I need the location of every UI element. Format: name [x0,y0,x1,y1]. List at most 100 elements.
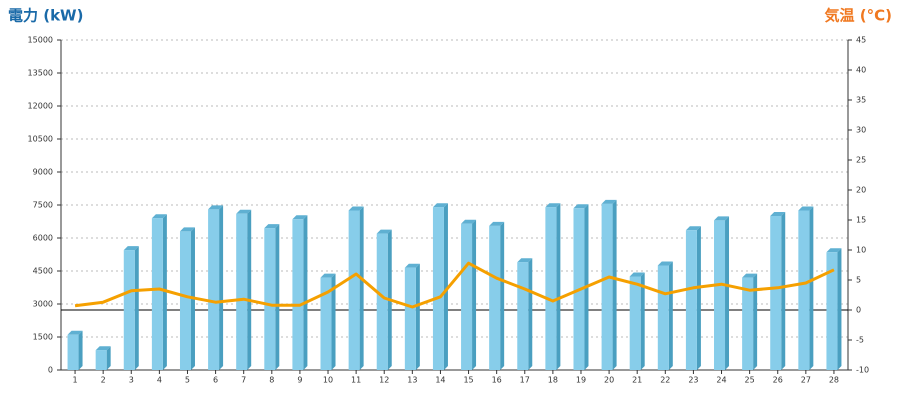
bar [95,346,111,370]
y-tick-label: 13500 [28,69,53,78]
temperature-line [74,261,835,309]
bar-face [685,226,701,231]
bar-face [264,228,276,370]
bar-face [376,233,388,370]
y-tick-label: 7500 [33,201,53,210]
bar-face [668,261,673,370]
bar [320,273,336,370]
bar-face [303,215,308,370]
bar [292,215,308,370]
y-tick-label: 6000 [33,234,53,243]
y2-tick-label: 0 [856,306,861,315]
bar [67,330,83,370]
y2-tick-label: 30 [856,126,866,135]
bar-face [151,218,163,370]
y-tick-label: 12000 [28,102,53,111]
x-tick-label: 2 [101,376,106,385]
bar [123,246,139,370]
bar-face [292,215,308,220]
x-tick-label: 13 [407,376,417,385]
bar-face [657,261,673,266]
bar-face [657,265,669,370]
bar-face [67,330,83,335]
bar-face [331,273,336,370]
bar-face [528,258,533,370]
bar-face [348,206,364,211]
bar-face [208,209,220,370]
x-tick-label: 27 [801,376,811,385]
bar-face [404,267,416,370]
bar-face [78,330,83,370]
x-tick-label: 24 [716,376,726,385]
x-tick-label: 8 [269,376,274,385]
bar-face [461,219,477,224]
bar-face [376,229,392,234]
x-tick-label: 9 [297,376,302,385]
bar-face [826,252,838,370]
bar [461,219,477,370]
y2-tick-label: 10 [856,246,866,255]
y-tick-label: 9000 [33,168,53,177]
x-tick-label: 11 [351,376,361,385]
bar-face [556,203,561,370]
bar-face [489,225,501,370]
bar [432,203,448,370]
bar-face [275,224,280,370]
bar-face [798,206,814,211]
bar-face [95,346,111,351]
bar [489,221,505,370]
y2-tick-label: -5 [856,336,864,345]
bar-face [601,199,617,204]
bar-face [432,207,444,370]
x-tick-label: 4 [157,376,162,385]
bar-face [798,210,810,370]
bar-face [545,207,557,370]
y2-tick-label: 20 [856,186,866,195]
bar-face [640,272,645,370]
x-tick-label: 12 [379,376,389,385]
bar [236,209,252,370]
bar-face [629,276,641,370]
bar-face [826,248,842,253]
bar-face [489,221,505,226]
x-tick-label: 19 [576,376,586,385]
bar-face [123,250,135,370]
bar-face [179,231,191,370]
y-tick-label: 1500 [33,333,53,342]
y2-tick-label: 5 [856,276,861,285]
bar-face [415,263,420,370]
bar-face [134,246,139,370]
y2-tick-label: 15 [856,216,866,225]
y2-tick-label: 35 [856,96,866,105]
x-tick-label: 3 [129,376,134,385]
bar-face [770,212,786,216]
bar-face [573,204,589,209]
bar-face [517,258,533,263]
y2-tick-label: 45 [856,36,866,45]
bar [517,258,533,370]
y2-axis-title: 気温 (°C) [825,7,892,25]
bar-face [95,350,107,370]
bar-face [753,273,758,370]
x-tick-label: 5 [185,376,190,385]
bar-face [612,199,617,370]
bar-face [629,272,645,277]
x-tick-label: 18 [548,376,558,385]
bar-face [725,216,730,370]
bar [601,199,617,370]
bar-face [500,221,505,370]
bar-face [472,219,477,370]
bar-face [809,206,814,370]
x-tick-label: 20 [604,376,614,385]
bar [826,248,842,370]
bar-face [742,277,754,370]
y-axis-title: 電力 (kW) [8,7,83,25]
bar-face [742,273,758,278]
bar [657,261,673,370]
bar-face [461,223,473,370]
bar-face [247,209,252,370]
bar-face [67,334,79,370]
bar-face [359,206,364,370]
